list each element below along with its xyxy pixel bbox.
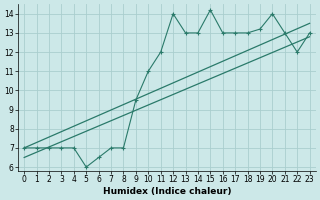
X-axis label: Humidex (Indice chaleur): Humidex (Indice chaleur): [103, 187, 231, 196]
